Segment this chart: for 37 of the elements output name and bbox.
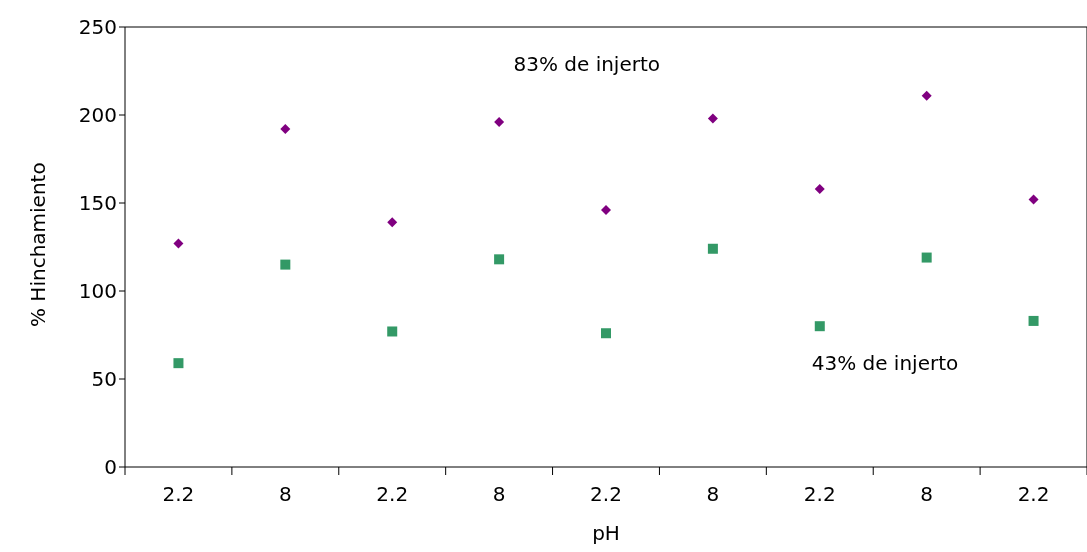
y-tick-label: 50	[91, 367, 117, 392]
x-tick-label: 2.2	[162, 482, 195, 507]
x-tick-label: 2.2	[590, 482, 622, 507]
point	[921, 90, 932, 101]
point	[814, 183, 825, 194]
x-tick-label: 8	[278, 482, 292, 507]
text: 83% de injerto	[513, 52, 661, 76]
point	[387, 326, 398, 337]
point	[173, 238, 184, 249]
point	[1028, 194, 1039, 205]
point	[280, 124, 291, 135]
y-tick-label: 0	[104, 455, 117, 480]
x-tick-label: 8	[706, 482, 720, 507]
x-axis-title: pH	[592, 521, 620, 545]
point	[280, 259, 291, 270]
point	[494, 117, 505, 128]
point	[707, 243, 718, 254]
point	[601, 328, 611, 339]
x-tick-label: 2.2	[376, 482, 409, 507]
y-tick-label: 200	[78, 103, 117, 128]
x-tick-label: 8	[920, 482, 934, 507]
y-tick-label: 100	[78, 279, 117, 304]
x-tick-label: 8	[492, 482, 506, 507]
point	[601, 205, 611, 216]
y-tick-label: 250	[78, 15, 117, 40]
point	[921, 252, 932, 263]
series-label: 43% de injerto	[811, 351, 959, 376]
point	[494, 254, 505, 265]
point	[707, 113, 718, 124]
x-tick-label: 2.2	[803, 482, 836, 507]
y-tick-label: 150	[78, 191, 117, 216]
y-axis-title: % Hinchamiento	[26, 162, 51, 327]
point	[387, 217, 398, 228]
x-tick-label: 2.2	[1017, 482, 1050, 507]
point	[173, 358, 184, 369]
point	[1028, 315, 1039, 326]
point	[814, 321, 825, 332]
